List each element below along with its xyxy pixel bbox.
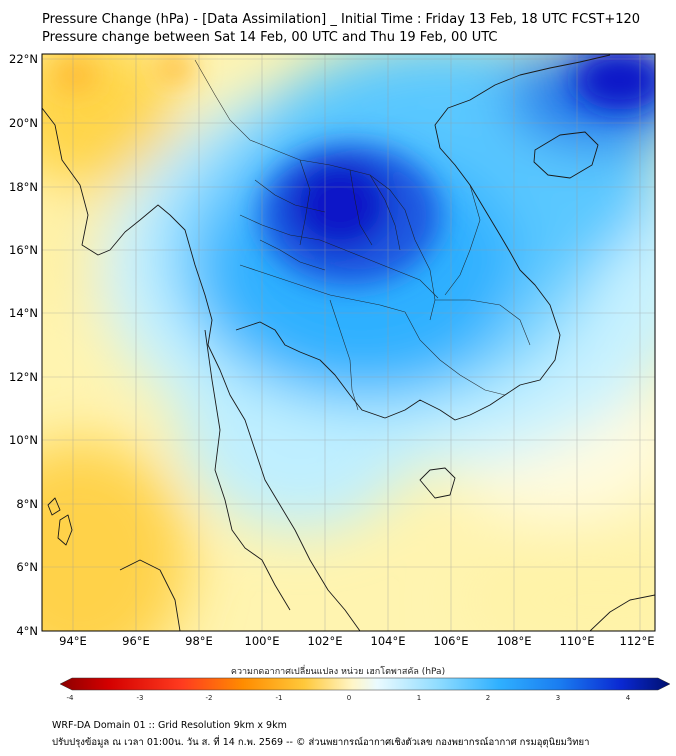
lon-label: 102°E xyxy=(308,634,343,648)
lat-label: 18°N xyxy=(9,180,38,194)
lat-label: 16°N xyxy=(9,243,38,257)
lon-label: 108°E xyxy=(497,634,532,648)
lon-label: 100°E xyxy=(245,634,280,648)
lon-label: 94°E xyxy=(59,634,87,648)
colorbar-tick: 4 xyxy=(626,694,631,702)
colorbar-tick: 3 xyxy=(556,694,560,702)
lat-label: 22°N xyxy=(9,52,38,66)
lon-label: 98°E xyxy=(185,634,213,648)
map-frame xyxy=(41,53,656,632)
lon-label: 96°E xyxy=(122,634,150,648)
lat-label: 12°N xyxy=(9,370,38,384)
lat-label: 14°N xyxy=(9,306,38,320)
colorbar-tick: -2 xyxy=(206,694,213,702)
lon-label: 106°E xyxy=(434,634,469,648)
colorbar-tick: 2 xyxy=(486,694,490,702)
colorbar-title: ความกดอากาศเปลี่ยนแปลง หน่วย เฮกโตพาสคัล… xyxy=(230,667,446,677)
pressure-change-map: 22°N 20°N 18°N 16°N 14°N 12°N 10°N 8°N 6… xyxy=(9,52,656,648)
latitude-labels: 22°N 20°N 18°N 16°N 14°N 12°N 10°N 8°N 6… xyxy=(9,52,38,638)
colorbar-tick: 0 xyxy=(347,694,351,702)
colorbar-tick: 1 xyxy=(417,694,421,702)
colorbar-bar xyxy=(59,677,671,691)
lat-label: 4°N xyxy=(16,624,38,638)
colorbar-ticks: -4 -3 -2 -1 0 1 2 3 4 xyxy=(67,694,631,702)
coastlines xyxy=(42,54,655,631)
colorbar-tick: -3 xyxy=(137,694,144,702)
lon-label: 112°E xyxy=(620,634,655,648)
chart-title: Pressure Change (hPa) - [Data Assimilati… xyxy=(42,12,641,27)
pressure-field xyxy=(42,54,655,631)
lat-label: 8°N xyxy=(16,497,38,511)
chart-subtitle: Pressure change between Sat 14 Feb, 00 U… xyxy=(42,30,498,45)
lon-label: 104°E xyxy=(371,634,406,648)
colorbar-tick: -4 xyxy=(67,694,75,702)
lon-label: 110°E xyxy=(560,634,595,648)
colorbar-tick: -1 xyxy=(276,694,283,702)
gridlines xyxy=(42,54,655,631)
colorbar: -4 -3 -2 -1 0 1 2 3 4 xyxy=(59,677,671,702)
borders xyxy=(194,59,531,411)
longitude-labels: 94°E 96°E 98°E 100°E 102°E 104°E 106°E 1… xyxy=(59,634,654,648)
lat-label: 10°N xyxy=(9,433,38,447)
update-credit: ปรับปรุงข้อมูล ณ เวลา 01:00น. วัน ส. ที่… xyxy=(52,737,590,748)
lat-label: 20°N xyxy=(9,116,38,130)
model-info: WRF-DA Domain 01 :: Grid Resolution 9km … xyxy=(52,720,287,731)
lat-label: 6°N xyxy=(16,560,38,574)
